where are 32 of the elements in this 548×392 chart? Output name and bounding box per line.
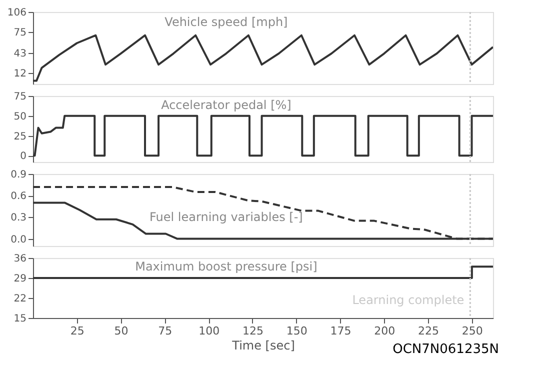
y-tick-label: 0.6 xyxy=(10,191,26,202)
chart-title: Maximum boost pressure [psi] xyxy=(135,259,318,274)
chart-title: Vehicle speed [mph] xyxy=(164,15,288,30)
y-tick-label: 29 xyxy=(14,274,26,284)
y-tick-label: 15 xyxy=(14,314,26,324)
text: OCN7N061235N xyxy=(392,342,499,357)
y-tick-label: 0.0 xyxy=(10,234,26,246)
y-tick-label: 25 xyxy=(14,131,26,142)
x-tick-label: 75 xyxy=(158,324,172,338)
y-tick-label: 0 xyxy=(20,151,26,162)
x-axis-title: Time [sec] xyxy=(231,338,295,352)
y-tick-label: 75 xyxy=(14,92,26,102)
x-tick-label: 100 xyxy=(198,324,220,338)
x-tick-label: 250 xyxy=(462,324,483,338)
y-tick-label: 22 xyxy=(14,294,26,304)
x-tick-label: 50 xyxy=(114,324,128,338)
y-tick-label: 36 xyxy=(14,254,26,264)
x-tick-label: 125 xyxy=(242,324,264,338)
y-tick-label: 106 xyxy=(7,8,26,18)
text: Fuel learning variables [-] xyxy=(150,210,303,224)
y-tick-label: 43 xyxy=(14,48,26,60)
y-tick-label: 12 xyxy=(14,68,26,80)
x-tick-label: 150 xyxy=(286,324,308,338)
x-tick-label: 225 xyxy=(418,324,440,338)
chart-title: Accelerator pedal [%] xyxy=(161,98,292,112)
x-tick-label: 175 xyxy=(330,324,352,338)
y-tick-label: 0.9 xyxy=(10,170,26,180)
x-tick-label: 25 xyxy=(70,324,84,338)
y-tick-label: 50 xyxy=(14,111,26,122)
x-tick-label: 200 xyxy=(374,324,396,338)
y-tick-label: 75 xyxy=(14,28,26,39)
y-tick-label: 0.3 xyxy=(10,212,26,224)
